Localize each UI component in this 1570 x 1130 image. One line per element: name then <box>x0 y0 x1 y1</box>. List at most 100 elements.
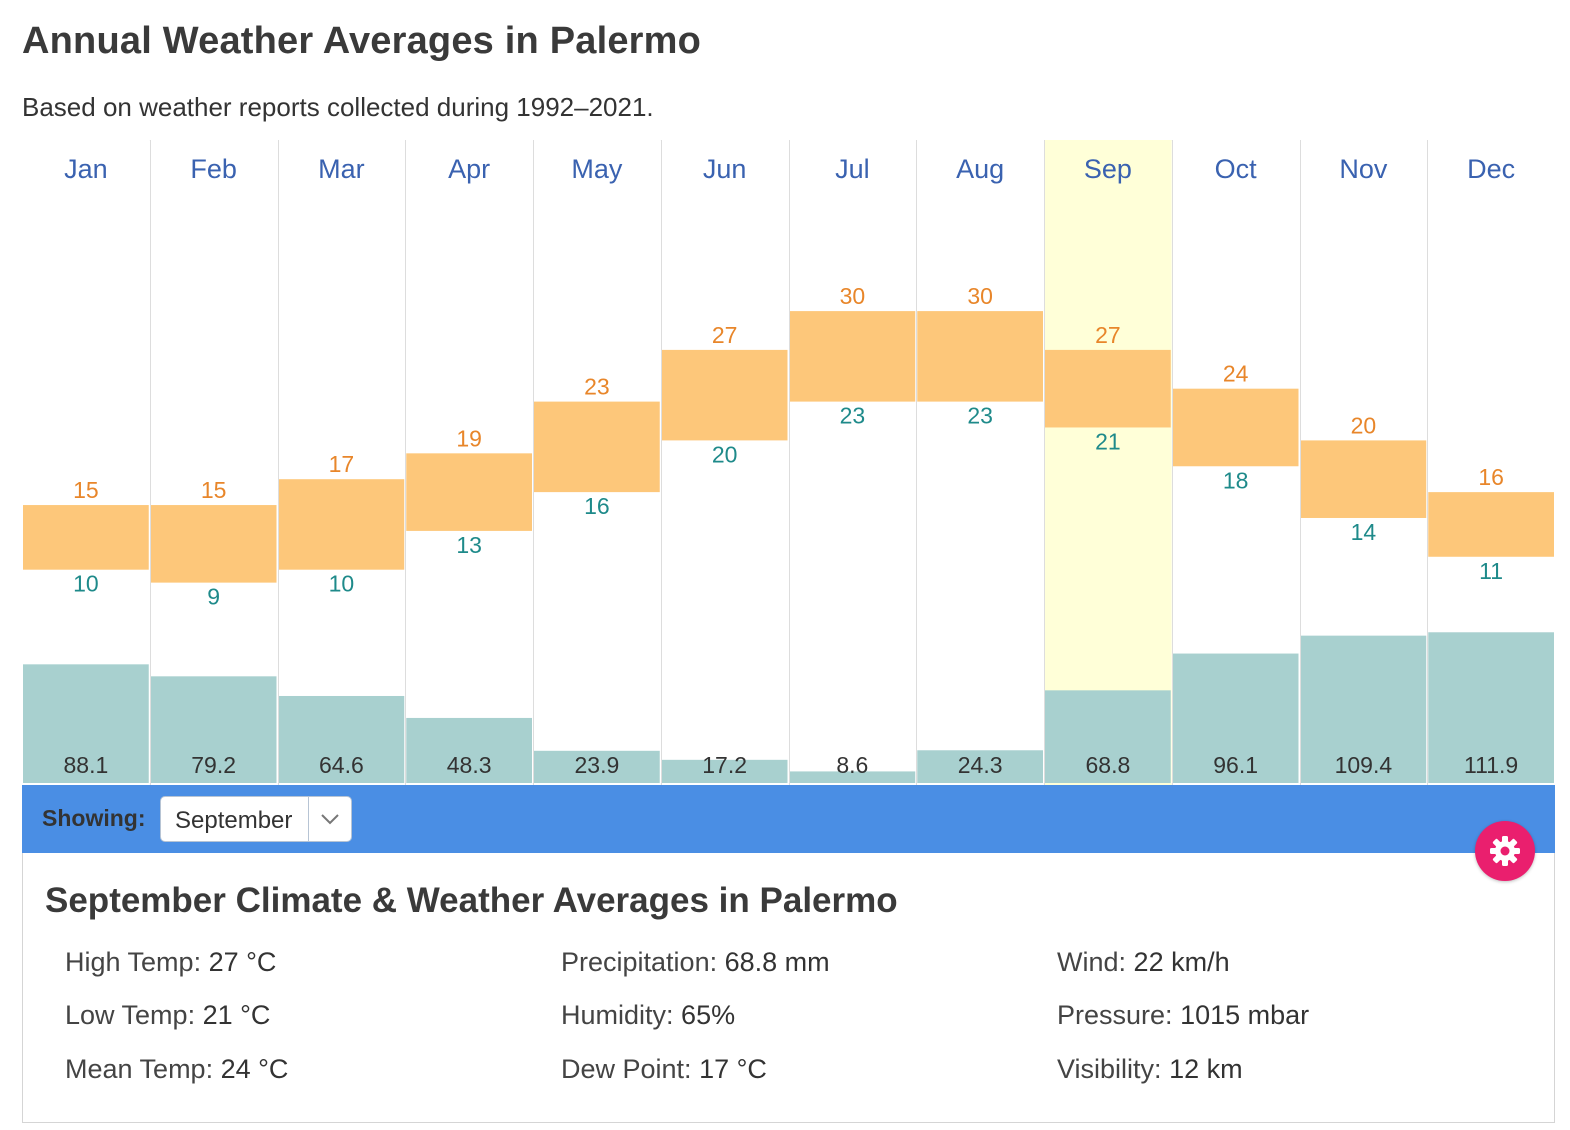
high-temp-label: 15 <box>73 477 99 503</box>
low-temp-label: 23 <box>840 403 866 429</box>
low-temp-label: 11 <box>1479 558 1503 584</box>
temp-band <box>661 349 788 441</box>
low-temp-label: 18 <box>1223 467 1249 493</box>
showing-label: Showing: <box>42 805 146 831</box>
low-temp-label: 21 <box>1095 428 1121 454</box>
precip-label: 23.9 <box>574 752 619 778</box>
precip-bar <box>789 771 916 783</box>
high-temp-label: 20 <box>1351 412 1377 438</box>
precip-bar <box>1428 632 1554 783</box>
month-label: Jan <box>64 154 108 184</box>
month-label: Dec <box>1467 154 1515 184</box>
high-temp-label: 17 <box>329 451 355 477</box>
high-temp-label: 30 <box>967 283 993 309</box>
stat-value: 21 °C <box>202 1000 271 1030</box>
stat-value: 68.8 mm <box>724 947 830 977</box>
stat-value: 65% <box>681 1000 736 1030</box>
stat-label: Humidity: <box>561 1000 674 1030</box>
month-label: Jun <box>703 154 747 184</box>
high-temp-label: 19 <box>456 425 482 451</box>
month-column[interactable] <box>277 140 406 785</box>
high-temp-label: 30 <box>840 283 866 309</box>
precip-label: 17.2 <box>702 752 747 778</box>
low-temp-label: 23 <box>967 403 993 429</box>
temp-band <box>789 311 916 402</box>
temp-band <box>1300 440 1427 518</box>
precip-bar <box>1172 653 1299 783</box>
weather-chart: Jan 15 10 88.1 Feb 15 9 79.2 Mar 17 10 64.6 Apr 19 13 4… <box>22 140 1555 785</box>
precip-bar <box>23 664 149 783</box>
precip-bar <box>278 695 405 783</box>
precip-bar <box>534 750 660 783</box>
high-temp-label: 23 <box>584 374 610 400</box>
stat-wind: Wind: 22 km/h <box>1057 947 1230 978</box>
low-temp-label: 13 <box>456 532 482 558</box>
low-temp-label: 10 <box>329 571 355 597</box>
month-label: Oct <box>1215 154 1258 184</box>
precip-label: 68.8 <box>1085 752 1130 778</box>
low-temp-label: 10 <box>73 571 99 597</box>
month-select[interactable]: September <box>160 796 352 842</box>
high-temp-label: 15 <box>201 477 227 503</box>
stat-visibility: Visibility: 12 km <box>1057 1054 1243 1085</box>
month-label: Sep <box>1084 154 1132 184</box>
month-label: Apr <box>448 154 490 184</box>
month-select-value: September <box>175 807 293 834</box>
temp-band <box>1045 349 1171 428</box>
chevron-down-icon <box>321 814 339 825</box>
month-label: Aug <box>956 154 1004 184</box>
stat-label: Dew Point: <box>561 1054 692 1084</box>
month-column[interactable] <box>660 140 789 785</box>
stat-label: Visibility: <box>1057 1054 1162 1084</box>
temp-band <box>150 505 277 583</box>
select-divider <box>308 797 309 841</box>
showing-bar: Showing: September <box>22 785 1555 853</box>
temp-band <box>1172 388 1299 467</box>
precip-bar <box>1045 690 1171 783</box>
stat-label: Precipitation: <box>561 947 718 977</box>
stat-pressure: Pressure: 1015 mbar <box>1057 1000 1309 1031</box>
stat-value: 12 km <box>1169 1054 1243 1084</box>
stat-precipitation: Precipitation: 68.8 mm <box>561 947 830 978</box>
low-temp-label: 9 <box>207 584 220 610</box>
month-column[interactable] <box>916 140 1044 785</box>
stat-low-temp: Low Temp: 21 °C <box>65 1000 270 1031</box>
month-label: Mar <box>318 154 365 184</box>
details-heading: September Climate & Weather Averages in … <box>45 881 898 920</box>
precip-label: 96.1 <box>1213 752 1258 778</box>
stat-label: Low Temp: <box>65 1000 196 1030</box>
settings-button[interactable] <box>1475 821 1535 881</box>
precip-bar <box>150 676 277 783</box>
stat-label: Wind: <box>1057 947 1127 977</box>
precip-bar <box>917 750 1043 783</box>
precip-label: 48.3 <box>447 752 492 778</box>
stat-high-temp: High Temp: 27 °C <box>65 947 276 978</box>
high-temp-label: 27 <box>712 322 738 348</box>
stat-humidity: Humidity: 65% <box>561 1000 735 1031</box>
temp-band <box>278 479 405 570</box>
precip-label: 8.6 <box>836 752 868 778</box>
stat-label: High Temp: <box>65 947 202 977</box>
high-temp-label: 16 <box>1478 464 1504 490</box>
stat-value: 17 °C <box>699 1054 767 1084</box>
month-label: May <box>571 154 623 184</box>
low-temp-label: 20 <box>712 441 738 467</box>
month-column[interactable] <box>1044 140 1172 785</box>
stat-value: 27 °C <box>208 947 277 977</box>
high-temp-label: 27 <box>1095 322 1121 348</box>
precip-label: 24.3 <box>958 752 1003 778</box>
precip-bar <box>1300 635 1427 783</box>
precip-bar <box>406 717 532 783</box>
temp-band <box>23 505 149 570</box>
gear-icon <box>1490 836 1520 866</box>
month-label: Nov <box>1339 154 1388 184</box>
stat-value: 1015 mbar <box>1180 1000 1310 1030</box>
details-panel: September Climate & Weather Averages in … <box>22 853 1555 1123</box>
page-title: Annual Weather Averages in Palermo <box>22 20 702 62</box>
precip-bar <box>661 759 788 783</box>
precip-label: 109.4 <box>1335 752 1393 778</box>
month-label: Jul <box>835 154 870 184</box>
precip-label: 79.2 <box>191 752 236 778</box>
month-column[interactable] <box>788 140 917 785</box>
chart-svg: Jan 15 10 88.1 Feb 15 9 79.2 Mar 17 10 64.6 Apr 19 13 4… <box>22 140 1555 785</box>
